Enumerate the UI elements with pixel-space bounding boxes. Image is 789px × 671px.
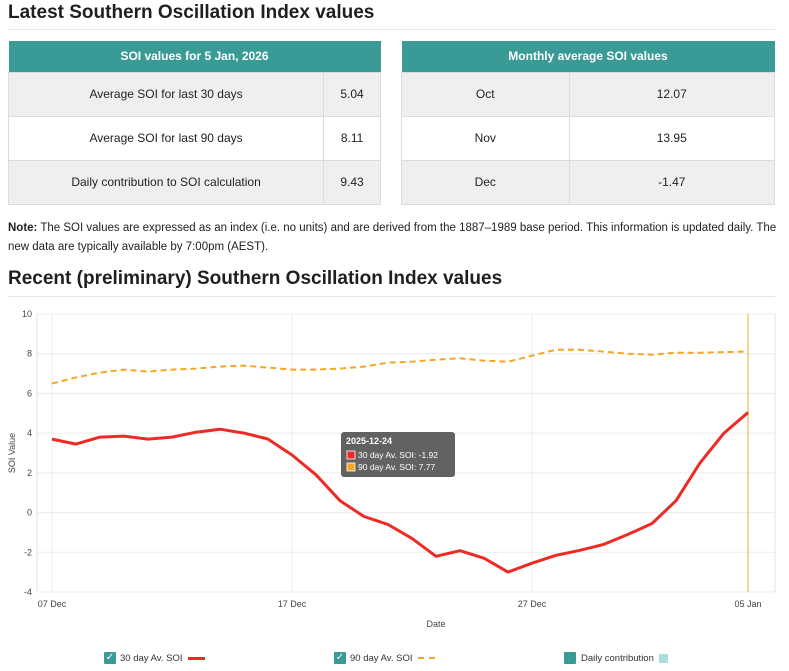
row-label: Average SOI for last 90 days — [7, 115, 325, 161]
x-tick-label: 17 Dec — [278, 599, 307, 609]
row-value: 5.04 — [323, 71, 381, 117]
legend-item-90day[interactable]: ✓ 90 day Av. SOI — [334, 652, 435, 664]
legend-label-30day: 30 day Av. SOI — [120, 652, 183, 664]
legend-swatch-90day — [417, 657, 435, 659]
y-tick-label: 2 — [27, 468, 32, 478]
checkbox-90day[interactable]: ✓ — [334, 652, 346, 664]
x-tick-label: 05 Jan — [734, 599, 761, 609]
y-tick-label: -2 — [24, 547, 32, 557]
y-tick-label: 0 — [27, 508, 32, 518]
table-row: Nov 13.95 — [401, 115, 776, 161]
note-label: Note: — [8, 222, 38, 234]
tooltip-line-90day: 90 day Av. SOI: 7.77 — [358, 462, 435, 472]
x-tick-label: 27 Dec — [518, 599, 547, 609]
y-tick-label: -4 — [24, 587, 32, 597]
checkbox-daily[interactable] — [564, 652, 576, 664]
y-tick-label: 10 — [22, 309, 32, 319]
title-divider — [8, 29, 775, 30]
month-label: Nov — [401, 115, 570, 161]
tooltip-swatch-90day — [346, 462, 356, 472]
series-line-30day — [51, 411, 749, 574]
month-label: Oct — [401, 71, 570, 117]
row-value: 8.11 — [323, 115, 381, 161]
monthly-soi-header: Monthly average SOI values — [401, 41, 775, 72]
latest-soi-table: SOI values for 5 Jan, 2026 Average SOI f… — [7, 41, 381, 205]
soi-line-chart: -4 -2 0 2 4 6 8 10 07 Dec 17 Dec 27 Dec 05 Jan Date S… — [7, 309, 776, 629]
tooltip-swatch-30day — [346, 450, 356, 460]
y-tick-label: 8 — [27, 349, 32, 359]
x-tick-label: 07 Dec — [38, 599, 67, 609]
legend-swatch-30day — [187, 656, 205, 660]
latest-soi-header: SOI values for 5 Jan, 2026 — [8, 41, 381, 72]
legend-swatch-daily — [658, 653, 668, 663]
table-row: Average SOI for last 90 days 8.11 — [7, 115, 381, 161]
month-value: 12.07 — [568, 71, 776, 117]
row-label: Average SOI for last 30 days — [7, 71, 325, 117]
tooltip-date: 2025-12-24 — [346, 436, 392, 446]
note-text: Note: The SOI values are expressed as an… — [8, 219, 778, 257]
chart-heading: Recent (preliminary) Southern Oscillatio… — [8, 268, 503, 289]
legend-item-30day[interactable]: ✓ 30 day Av. SOI — [104, 652, 205, 664]
y-tick-label: 4 — [27, 428, 32, 438]
month-value: -1.47 — [568, 159, 776, 205]
page-title: Latest Southern Oscillation Index values — [8, 2, 375, 23]
monthly-soi-table: Monthly average SOI values Oct 12.07 Nov… — [401, 41, 776, 205]
row-value: 9.43 — [323, 159, 381, 205]
month-value: 13.95 — [568, 115, 776, 161]
checkbox-30day[interactable]: ✓ — [104, 652, 116, 664]
table-row: Oct 12.07 — [401, 71, 776, 117]
legend-label-90day: 90 day Av. SOI — [350, 652, 413, 664]
series-line-90day — [51, 348, 749, 385]
table-row: Dec -1.47 — [401, 159, 776, 205]
tooltip-line-30day: 30 day Av. SOI: -1.92 — [358, 450, 438, 460]
chart-divider — [8, 296, 775, 297]
legend-label-daily: Daily contribution — [581, 652, 654, 664]
y-tick-label: 6 — [27, 388, 32, 398]
table-row: Daily contribution to SOI calculation 9.… — [7, 159, 381, 205]
x-axis-title: Date — [426, 619, 445, 629]
legend-item-daily[interactable]: Daily contribution — [564, 652, 668, 664]
note-body: The SOI values are expressed as an index… — [8, 222, 777, 253]
tooltip-box — [341, 432, 455, 477]
table-row: Average SOI for last 30 days 5.04 — [7, 71, 381, 117]
month-label: Dec — [401, 159, 570, 205]
y-axis-title: SOI Value — [7, 433, 17, 473]
row-label: Daily contribution to SOI calculation — [7, 159, 325, 205]
